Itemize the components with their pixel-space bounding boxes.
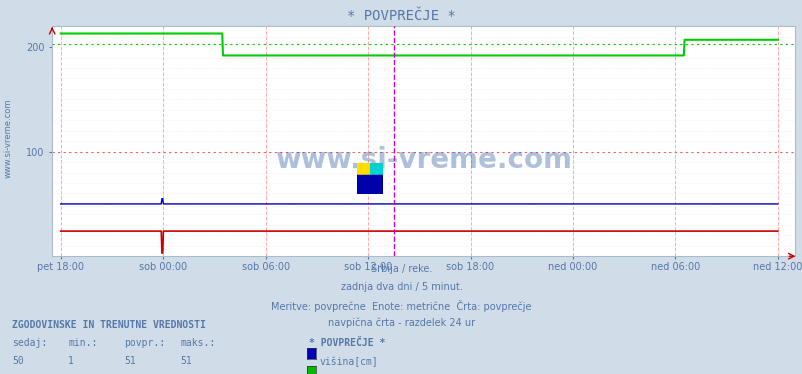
Text: * POVPREČJE *: * POVPREČJE *	[346, 9, 456, 23]
Text: 1: 1	[68, 356, 74, 367]
Text: 51: 51	[180, 356, 192, 367]
Text: sedaj:: sedaj:	[12, 338, 47, 349]
Text: 51: 51	[124, 356, 136, 367]
Text: min.:: min.:	[68, 338, 98, 349]
Text: 50: 50	[12, 356, 24, 367]
Text: višina[cm]: višina[cm]	[319, 356, 378, 367]
Text: Srbija / reke.: Srbija / reke.	[371, 264, 431, 274]
Text: Meritve: povprečne  Enote: metrične  Črta: povprečje: Meritve: povprečne Enote: metrične Črta:…	[271, 300, 531, 312]
Text: www.si-vreme.com: www.si-vreme.com	[4, 99, 13, 178]
Text: maks.:: maks.:	[180, 338, 216, 349]
Text: www.si-vreme.com: www.si-vreme.com	[275, 145, 571, 174]
Text: * POVPREČJE *: * POVPREČJE *	[309, 338, 385, 349]
Text: ZGODOVINSKE IN TRENUTNE VREDNOSTI: ZGODOVINSKE IN TRENUTNE VREDNOSTI	[12, 320, 205, 330]
Text: povpr.:: povpr.:	[124, 338, 165, 349]
Text: navpična črta - razdelek 24 ur: navpična črta - razdelek 24 ur	[327, 318, 475, 328]
Text: zadnja dva dni / 5 minut.: zadnja dva dni / 5 minut.	[340, 282, 462, 292]
